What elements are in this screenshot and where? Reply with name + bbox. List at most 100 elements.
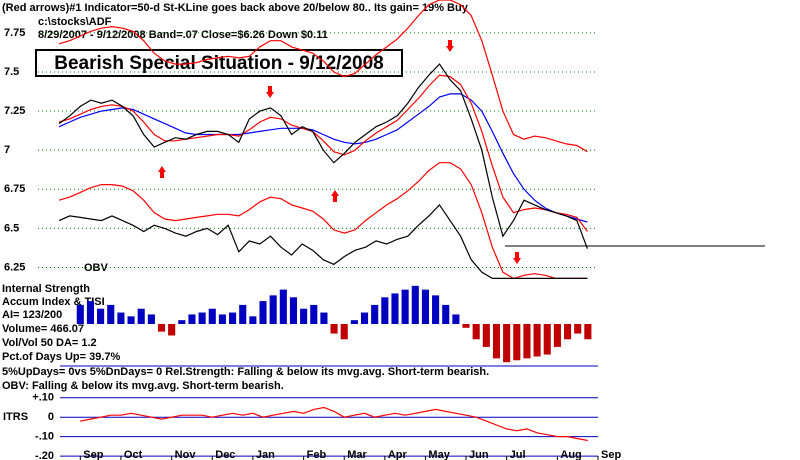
- bar: [239, 304, 247, 324]
- panel-note: OBV: Falling & below its mvg.avg. Short-…: [2, 380, 284, 392]
- chart-title: Bearish Special Situation - 9/12/2008: [54, 53, 383, 74]
- bar: [310, 304, 318, 324]
- series-line: [58, 63, 588, 249]
- bar: [279, 289, 287, 324]
- bar: [320, 312, 328, 324]
- bar: [492, 324, 501, 359]
- panel-note: Volume= 466.07: [2, 323, 84, 335]
- down-arrow: [446, 40, 454, 52]
- panel-note: Accum Index & TISI: [2, 296, 105, 308]
- panel-title: ITRS: [3, 411, 28, 423]
- bar: [432, 295, 440, 324]
- x-tick-label: Aug: [560, 449, 581, 460]
- x-tick-label: Jul: [510, 449, 526, 460]
- bar: [472, 324, 480, 340]
- bar: [198, 312, 206, 324]
- bar: [259, 301, 267, 324]
- y-tick-label: 7: [4, 144, 10, 156]
- bar: [360, 312, 369, 324]
- series-line: [58, 93, 588, 223]
- bar: [157, 324, 166, 332]
- series-line: [80, 406, 588, 442]
- series-line: [58, 203, 588, 279]
- obv-label: OBV: [84, 262, 109, 274]
- y-tick-label: 6.75: [4, 183, 25, 195]
- x-tick-label: Mar: [347, 449, 367, 460]
- bar: [350, 320, 358, 324]
- bar: [330, 324, 338, 334]
- bar: [584, 324, 592, 340]
- series-line: [58, 0, 588, 153]
- bar: [553, 324, 561, 347]
- date-range: 8/29/2007 - 9/12/2008 Band=.07 Close=$6.…: [38, 29, 328, 41]
- bar: [381, 297, 389, 324]
- panel-title: Internal Strength: [2, 283, 90, 295]
- series-line: [58, 162, 588, 280]
- panel-note: AI= 123/200: [2, 309, 62, 321]
- up-arrow: [158, 166, 166, 178]
- down-arrow: [266, 86, 274, 98]
- y-tick-label: 6.5: [4, 222, 19, 234]
- y-tick-label: 6.25: [4, 261, 25, 273]
- up-arrow: [331, 190, 339, 202]
- header-text: (Red arrows)#1 Indicator=50-d St-KLine g…: [2, 2, 469, 14]
- bar: [97, 308, 105, 324]
- y-tick-label: 7.5: [4, 66, 19, 78]
- bar: [442, 304, 450, 324]
- bar: [452, 314, 460, 324]
- bar: [137, 308, 145, 324]
- y-tick-label: +.10: [32, 392, 54, 404]
- bar: [107, 304, 115, 324]
- x-tick-label: Jan: [256, 449, 275, 460]
- panel-note: 5%UpDays= 0vs 5%DnDays= 0 Rel.Strength: …: [2, 366, 489, 378]
- y-tick-label: 7.25: [4, 105, 25, 117]
- file-path: c:\stocks\ADF: [38, 16, 112, 28]
- x-tick-label: Apr: [388, 449, 408, 460]
- bar: [391, 293, 399, 324]
- bar: [533, 324, 541, 357]
- x-tick-label: Nov: [175, 449, 197, 460]
- bar: [411, 285, 419, 324]
- bar: [371, 304, 379, 324]
- bar: [289, 297, 298, 324]
- bar: [117, 312, 125, 324]
- bar: [563, 324, 572, 340]
- bar: [574, 324, 582, 334]
- bar: [208, 308, 216, 324]
- x-tick-label: Sep: [83, 449, 103, 460]
- bar: [86, 301, 95, 324]
- x-tick-label: Jun: [469, 449, 489, 460]
- panel-note: Vol/Vol 50 DA= 1.2: [2, 337, 97, 349]
- bar: [401, 289, 409, 324]
- bar: [482, 324, 490, 347]
- bar: [249, 316, 257, 324]
- y-tick-label: 7.75: [4, 27, 25, 39]
- bar: [503, 324, 511, 363]
- y-tick-label: 0: [48, 411, 54, 423]
- bar: [218, 314, 226, 324]
- bar: [188, 314, 196, 324]
- down-arrow: [513, 252, 521, 264]
- bar: [543, 324, 551, 355]
- bar: [127, 316, 135, 324]
- signal-arrows: [158, 40, 521, 264]
- x-tick-label: Sep: [601, 449, 621, 460]
- bar: [300, 308, 308, 324]
- bar: [523, 324, 531, 359]
- bar: [340, 324, 348, 340]
- panel-note: Pct.of Days Up= 39.7%: [2, 351, 121, 363]
- bar: [178, 320, 186, 324]
- x-tick-label: Oct: [124, 449, 143, 460]
- series-line: [58, 74, 588, 232]
- bar: [421, 289, 429, 324]
- bar: [76, 304, 84, 324]
- y-tick-label: -.20: [35, 450, 54, 460]
- y-tick-label: -.10: [35, 431, 54, 443]
- bar: [168, 324, 176, 336]
- x-tick-label: May: [428, 449, 450, 460]
- bar: [229, 312, 237, 324]
- bar: [269, 295, 277, 324]
- bar: [462, 324, 470, 328]
